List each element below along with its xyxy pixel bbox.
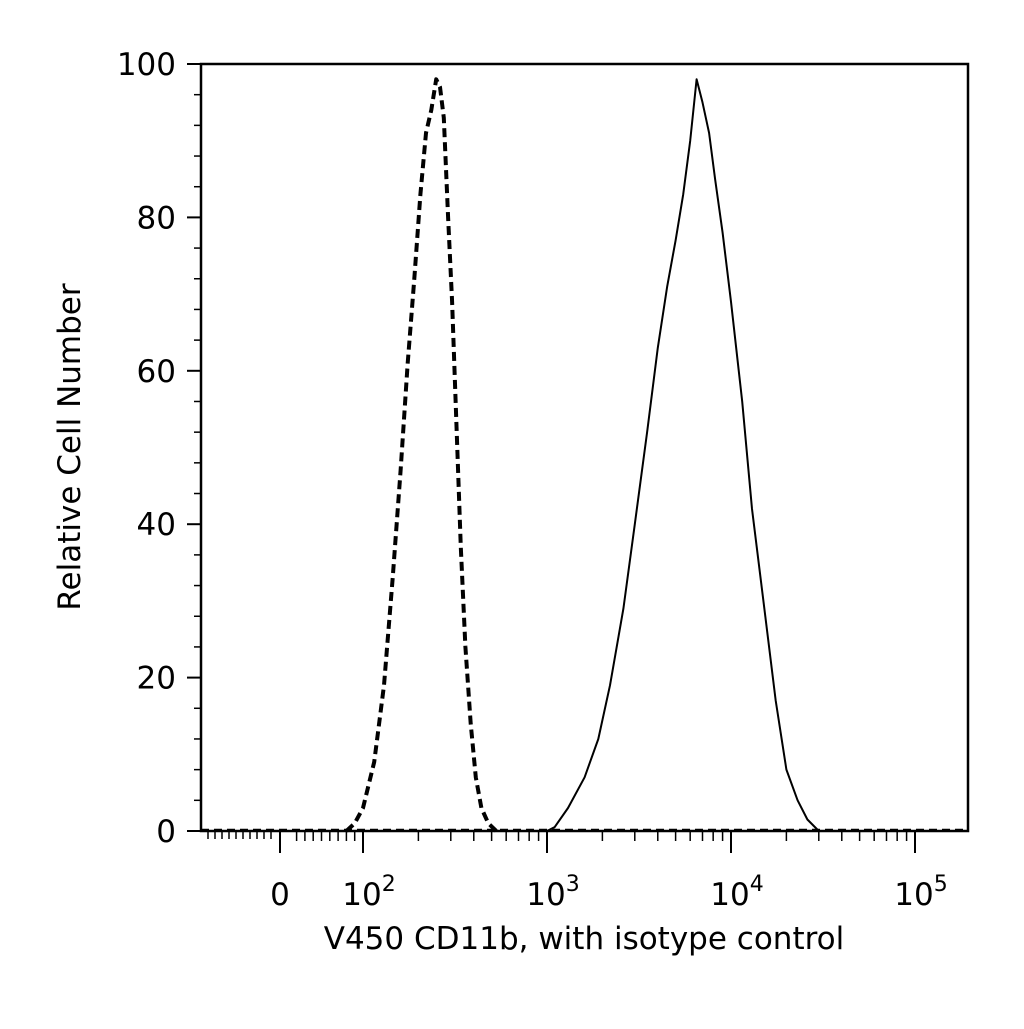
x-tick-label: 0 — [270, 877, 290, 913]
cd11b-histogram — [546, 78, 820, 832]
y-tick-label: 100 — [117, 47, 176, 83]
x-tick-label: 105 — [894, 872, 947, 913]
x-tick-label: 104 — [710, 872, 763, 913]
y-tick-label: 80 — [137, 200, 176, 236]
x-tick-label: 102 — [342, 872, 395, 913]
x-axis: 0 102 103 104 105 — [207, 831, 948, 913]
x-tick-label: 103 — [526, 872, 579, 913]
y-tick-label: 0 — [156, 814, 176, 850]
y-tick-label: 40 — [137, 507, 176, 543]
y-axis-label: Relative Cell Number — [52, 283, 88, 610]
y-tick-label: 60 — [137, 354, 176, 390]
y-tick-label: 20 — [137, 661, 176, 697]
y-axis: 0 20 40 60 80 100 — [117, 47, 201, 850]
series-layer — [201, 77, 968, 833]
x-axis-label: V450 CD11b, with isotype control — [324, 921, 845, 957]
plot-frame — [199, 62, 970, 833]
isotype-control-histogram — [345, 77, 498, 833]
